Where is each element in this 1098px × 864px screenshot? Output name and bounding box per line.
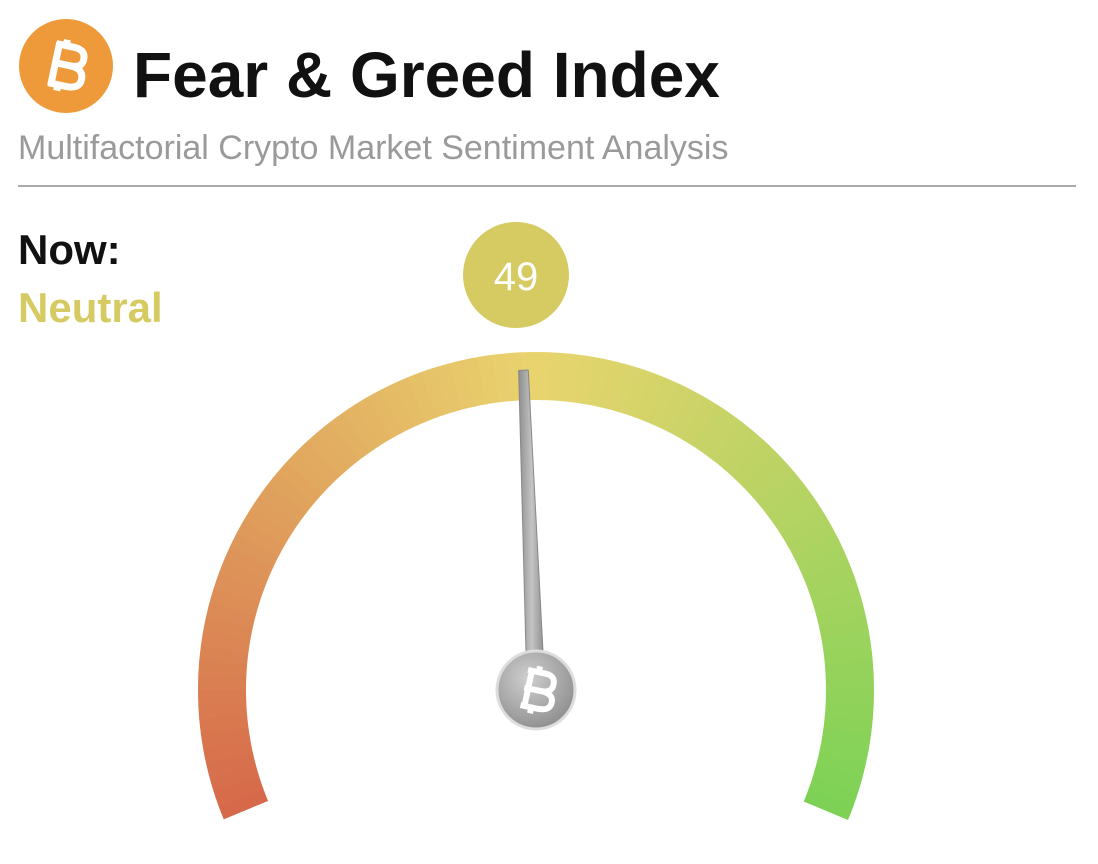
gauge-segment: [420, 367, 450, 418]
gauge-segment: [213, 776, 264, 806]
gauge-segment: [722, 431, 765, 477]
gauge-segment: [787, 521, 837, 557]
gauge-segment: [773, 496, 822, 535]
now-label: Now:: [18, 226, 121, 273]
gauge-segment: [342, 404, 381, 453]
gauge-segment: [318, 421, 360, 468]
subtitle: Multifactorial Crypto Market Sentiment A…: [18, 129, 728, 167]
gauge-segment: [758, 472, 805, 514]
hub-icon: [519, 665, 557, 714]
gauge-segment: [286, 450, 332, 495]
gauge-segment: [354, 396, 392, 446]
gauge-segment: [818, 740, 869, 764]
gauge-segment: [646, 377, 680, 428]
gauge-segment: [448, 359, 474, 410]
gauge-segment: [681, 397, 719, 446]
gauge-segment: [691, 404, 731, 453]
gauge-segment: [731, 440, 776, 486]
gauge-segment: [658, 383, 693, 434]
gauge-segment: [434, 363, 462, 414]
gauge-segment: [611, 363, 639, 414]
value-text: 49: [494, 255, 539, 299]
gauge-segment: [203, 739, 253, 764]
gauge-segment: [803, 560, 854, 592]
gauge-segment: [819, 616, 869, 641]
gauge-segment: [825, 675, 874, 691]
gauge-segment: [573, 354, 596, 405]
gauge-segment: [821, 631, 872, 653]
title: Fear & Greed Index: [133, 39, 720, 111]
value-badge: [463, 222, 569, 328]
gauge-segment: [223, 546, 274, 580]
gauge-segment: [267, 472, 315, 514]
gauge-segment: [477, 354, 499, 405]
gauge-segment: [296, 440, 341, 485]
gauge: 49: [198, 222, 875, 821]
gauge-segment: [307, 430, 351, 477]
gauge-segment: [793, 533, 843, 569]
gauge-segment: [803, 789, 854, 821]
gauge-segment: [218, 559, 269, 591]
gauge-segment: [812, 588, 863, 616]
gauge-segment: [749, 461, 796, 505]
gauge-segment: [816, 602, 867, 628]
gauge-segment: [205, 752, 256, 778]
gauge-segment: [798, 547, 849, 580]
gauge-segment: [277, 461, 323, 504]
gauge-segment: [462, 357, 487, 407]
gauge-segment: [491, 353, 512, 403]
gauge-segment: [623, 367, 653, 418]
gauge-segment: [199, 714, 249, 735]
gauge-segment: [406, 372, 438, 423]
gauge-segment: [250, 495, 299, 535]
gauge-segment: [198, 659, 248, 678]
gauge-segment: [780, 508, 830, 546]
gauge-segment: [198, 702, 248, 720]
gauge-segment: [812, 765, 863, 793]
gauge-segment: [766, 484, 814, 525]
logo: [19, 19, 113, 113]
gauge-segment: [824, 702, 874, 721]
gauge-segment: [825, 690, 875, 706]
gauge-segment: [586, 357, 610, 408]
gauge-segment: [702, 413, 743, 461]
gauge-segment: [198, 689, 247, 705]
gauge-segment: [393, 377, 426, 428]
gauge-segment: [213, 573, 264, 603]
gauge-segment: [635, 372, 667, 423]
gauge-segment: [330, 412, 371, 460]
gauge-segment: [198, 674, 247, 690]
gauge-segment: [209, 587, 260, 615]
gauge-segment: [209, 764, 260, 792]
gauge-segment: [379, 383, 415, 433]
needle: [518, 369, 546, 691]
gauge-segment: [236, 520, 286, 557]
gauge-segment: [815, 752, 866, 779]
gauge-segment: [367, 389, 403, 439]
gauge-segment: [741, 450, 786, 495]
gauge-segment: [669, 390, 706, 440]
gauge-segment: [598, 360, 625, 411]
gauge-segment: [536, 352, 552, 401]
gauge-segment: [823, 645, 873, 666]
gauge-segment: [808, 777, 859, 807]
gauge-segment: [203, 616, 254, 640]
gauge-segment: [712, 421, 754, 469]
gauge-segment: [824, 660, 874, 678]
gauge-segment: [808, 574, 859, 604]
gauge-segment: [229, 533, 280, 568]
gauge-segment: [200, 630, 251, 653]
gauge-segment: [218, 788, 269, 820]
gauge-segment: [206, 601, 257, 628]
classification: Neutral: [18, 284, 163, 331]
gauge-segment: [821, 727, 872, 750]
gauge-segment: [548, 352, 567, 402]
gauge-segment: [259, 483, 307, 524]
gauge-segment: [200, 727, 251, 749]
gauge-segment: [243, 507, 292, 545]
